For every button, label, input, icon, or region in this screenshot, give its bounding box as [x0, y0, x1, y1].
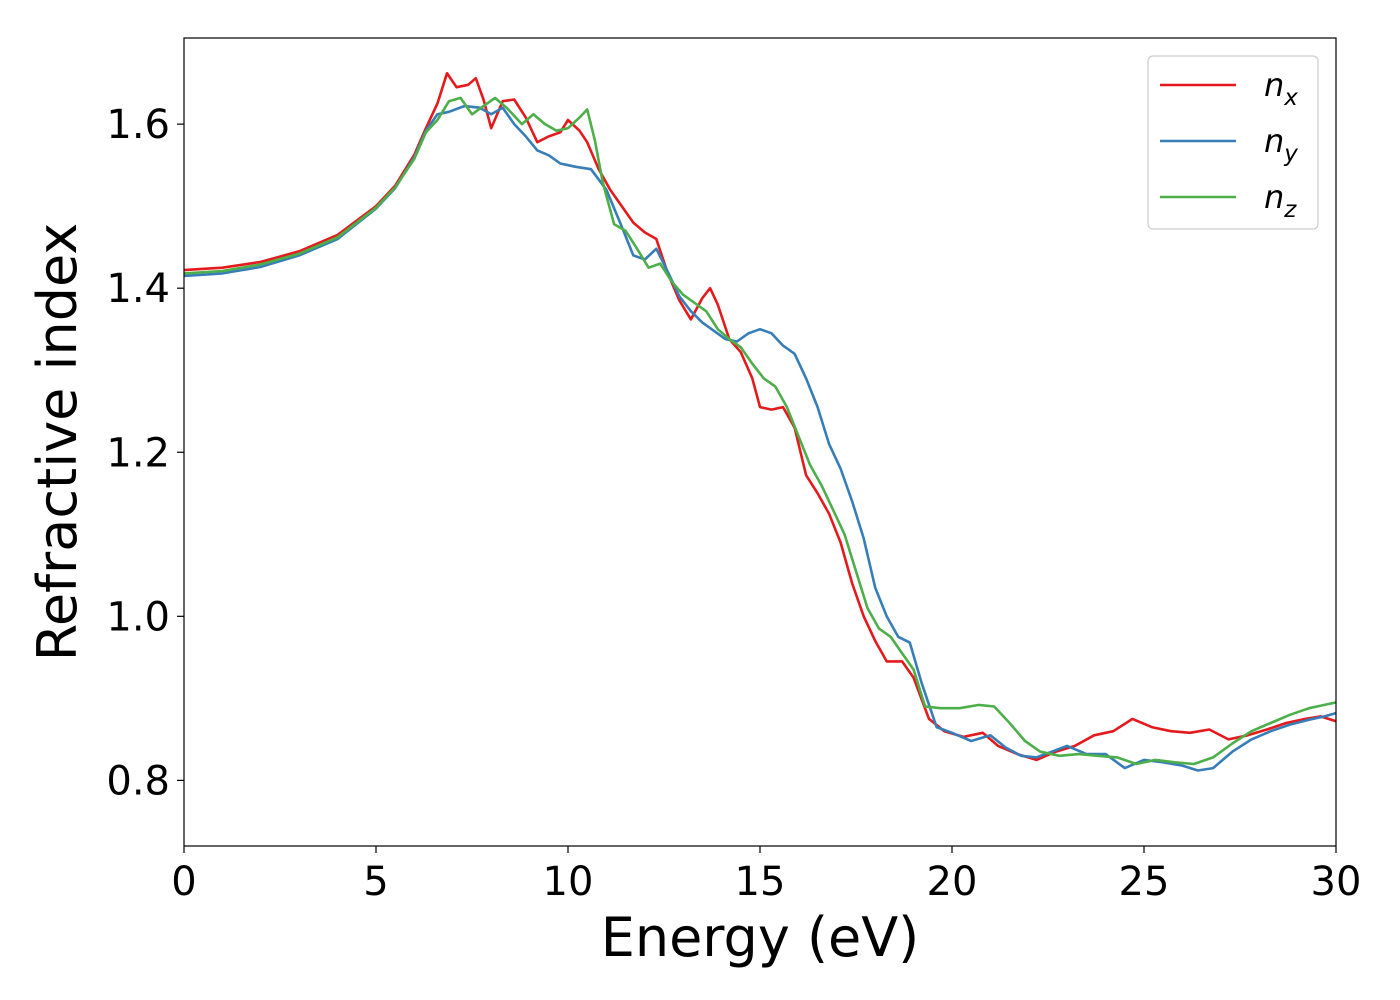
legend-label-x: nx: [1264, 66, 1298, 111]
y-tick-label: 1.6: [106, 102, 170, 148]
legend: nx ny nz: [1147, 55, 1319, 230]
legend-label-z: nz: [1264, 178, 1297, 223]
x-tick-label: 30: [1311, 859, 1362, 905]
series-line-x: [184, 72, 1336, 762]
x-tick-label: 5: [363, 859, 388, 905]
y-axis-label: Refractive index: [26, 223, 89, 662]
legend-box: [1147, 55, 1319, 230]
x-axis-label: Energy (eV): [601, 906, 920, 969]
y-tick-label: 1.2: [106, 430, 170, 476]
series-line-z: [184, 96, 1336, 766]
x-tick-label: 20: [927, 859, 978, 905]
y-tick-label: 1.0: [106, 594, 170, 640]
x-tick-label: 0: [171, 859, 196, 905]
x-axis-ticks: 0 5 10 15 20 25 30: [171, 846, 1361, 905]
x-tick-label: 10: [543, 859, 594, 905]
legend-label-y: ny: [1264, 122, 1298, 167]
y-tick-label: 0.8: [106, 758, 170, 804]
x-tick-label: 15: [735, 859, 786, 905]
x-tick-label: 25: [1119, 859, 1170, 905]
y-axis-ticks: 0.8 1.0 1.2 1.4 1.6: [106, 102, 184, 804]
y-tick-label: 1.4: [106, 266, 170, 312]
series-layer: [184, 72, 1336, 772]
